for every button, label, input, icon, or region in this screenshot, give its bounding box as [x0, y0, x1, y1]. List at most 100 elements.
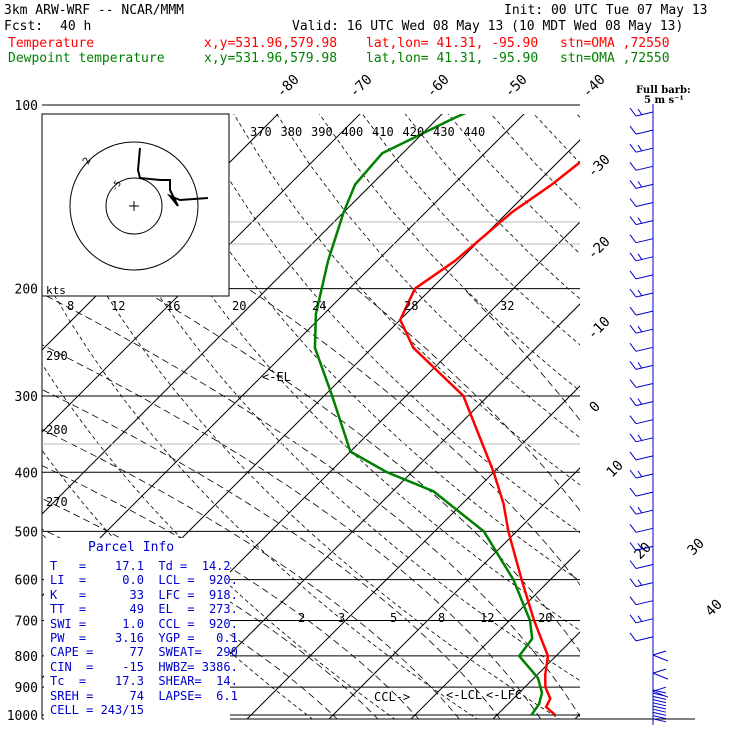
dry-adiabat-line [42, 271, 478, 719]
dry-adiabat-label: 280 [46, 423, 68, 437]
parcel-info-row: CELL = 243/15 [50, 703, 144, 717]
parcel-info-row: TT = 49 EL = 273. [50, 602, 238, 617]
moist-adiabat-line [42, 389, 501, 719]
isotherm-label: 10 [604, 458, 627, 481]
level-annotation: <-LFC [486, 688, 522, 702]
dry-adiabat-line [653, 105, 740, 728]
theta-e-label: 380 [281, 125, 303, 139]
wind-barb [629, 125, 654, 135]
wind-barb [629, 451, 654, 461]
hodograph-speed-label: 32 [500, 299, 514, 313]
isotherm-line [246, 385, 580, 719]
dry-adiabat-line [42, 171, 561, 719]
parcel-info-row: T = 17.1 Td = 14.2 [50, 559, 231, 573]
isotherm-label: -70 [347, 72, 376, 101]
parcel-info-row: K = 33 LFC = 918. [50, 587, 238, 602]
isotherm-line [42, 114, 525, 597]
mixing-ratio-label: 5 [390, 611, 397, 625]
wind-barb [629, 107, 654, 117]
moist-adiabat-line [355, 288, 580, 512]
isotherm-line [410, 549, 580, 719]
moist-adiabat-line [42, 293, 580, 718]
wind-barb [629, 324, 654, 334]
temperature-station: stn=OMA ,72550 [560, 36, 670, 51]
moist-adiabat-line [42, 465, 420, 719]
dry-adiabat-label: 270 [46, 495, 68, 509]
hodograph-ring-label: 2 [81, 156, 94, 167]
isotherm-label: -10 [585, 314, 614, 343]
isotherm-label: -20 [585, 234, 614, 263]
wind-barb [629, 379, 654, 388]
isotherm-label: 30 [685, 536, 708, 559]
mixing-ratio-label: 2 [298, 611, 305, 625]
wind-barb [652, 668, 669, 680]
pressure-tick-label: 700 [15, 615, 38, 630]
forecast-hours: 40 h [60, 19, 92, 34]
dry-adiabat-line [404, 114, 580, 300]
wind-barb [629, 306, 654, 316]
wind-barb [629, 198, 654, 207]
wind-barb [629, 397, 654, 407]
wind-barb [629, 162, 654, 171]
wind-barb [629, 560, 654, 569]
temperature-legend: Temperature [8, 36, 95, 51]
dry-adiabat-line [190, 114, 580, 534]
hodograph-trace [136, 147, 209, 207]
hodograph-speed-label: 16 [166, 299, 180, 313]
moist-adiabat-line [42, 344, 542, 719]
isotherm-label: -40 [580, 72, 609, 101]
parcel-info-row: LI = 0.0 LCL = 920. [50, 573, 238, 588]
level-annotation: <-LCL [446, 688, 482, 702]
isotherm-label: 40 [703, 597, 726, 620]
wind-barb [652, 711, 667, 716]
pressure-tick-label: 500 [15, 525, 38, 540]
dry-adiabat-line [147, 114, 580, 582]
mixing-ratio-label: 8 [438, 611, 445, 625]
wind-barb [629, 505, 654, 515]
wind-barb [629, 433, 654, 443]
forecast-label: Fcst: [4, 19, 44, 34]
isotherm-label: -80 [274, 72, 303, 101]
wind-barb [629, 234, 654, 244]
isotherm-line [164, 303, 580, 719]
wind-barb [629, 469, 654, 479]
barb-legend: Full barb: [636, 85, 691, 96]
isotherm-line [328, 467, 580, 719]
wind-barb [629, 270, 654, 280]
moist-adiabat-line [140, 288, 580, 653]
dry-adiabat-label: 290 [46, 349, 68, 363]
isotherm-label: -50 [502, 72, 531, 101]
dewpoint-legend: Dewpoint temperature [8, 51, 165, 66]
dry-adiabat-line [276, 114, 580, 439]
dry-adiabat-line [576, 114, 580, 118]
dry-adiabat-line [233, 114, 580, 486]
temperature-xy: x,y=531.96,579.98 [204, 36, 338, 51]
wind-barb [629, 288, 654, 298]
mixing-ratio-label: 12 [480, 611, 494, 625]
theta-e-label: 390 [311, 125, 333, 139]
parcel-info-row: PW = 3.16 YGP = 0.1 [50, 631, 238, 645]
wind-barb [629, 252, 654, 262]
hodograph-ring-outer [69, 141, 199, 271]
valid-time: Valid: 16 UTC Wed 08 May 13 (10 MDT Wed … [292, 19, 684, 34]
parcel-info-row: CIN = -15 HWBZ= 3386. [50, 659, 238, 674]
barb-legend-value: 5 m s⁻¹ [644, 95, 684, 106]
theta-e-label: 440 [464, 125, 486, 139]
mixing-ratio-label: 3 [338, 611, 345, 625]
wind-barb [629, 143, 654, 153]
isotherm-line [42, 114, 361, 433]
wind-barb [629, 180, 654, 189]
wind-barb [629, 342, 654, 352]
wind-barb [652, 695, 667, 700]
level-annotation: <-EL [262, 370, 291, 384]
dewpoint-xy: x,y=531.96,579.98 [204, 51, 338, 66]
isotherm-label: 20 [632, 540, 655, 563]
wind-barb [629, 614, 654, 624]
wind-barb [652, 699, 667, 704]
theta-e-label: 410 [372, 125, 394, 139]
mixing-ratio-label: 20 [538, 611, 552, 625]
wind-barb [652, 705, 667, 710]
isotherm-label: 0 [587, 399, 604, 416]
theta-e-label: 420 [403, 125, 425, 139]
wind-barb [652, 689, 667, 694]
